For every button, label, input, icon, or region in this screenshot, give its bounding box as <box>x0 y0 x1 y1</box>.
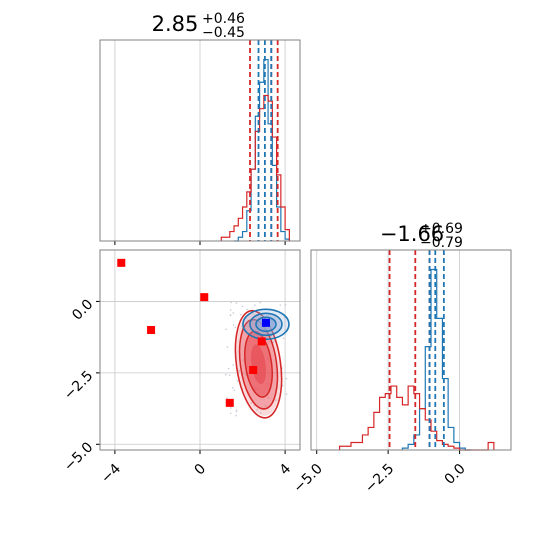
marginal-histogram-param-2: −5.0 −2.5 0.0 −1.66 +0.69 −0.79 <box>291 221 512 496</box>
sample-point <box>229 309 232 311</box>
marker-points <box>117 258 270 407</box>
blue-density-contour <box>249 312 283 337</box>
red-density-fill-level <box>251 344 266 385</box>
sample-point <box>235 302 238 304</box>
red-square-marker <box>249 366 258 374</box>
title-minus-error: −0.45 <box>202 25 245 41</box>
sample-point <box>281 384 284 387</box>
x-tick-label: 4 <box>277 461 295 479</box>
red-density-contour <box>234 309 283 419</box>
sample-point <box>229 314 232 316</box>
sample-point <box>285 377 288 380</box>
y-tick-label: −5.0 <box>61 439 96 474</box>
sample-point <box>250 402 253 405</box>
sample-point <box>279 304 282 306</box>
blue-density-contour <box>255 316 277 333</box>
red-square-marker <box>225 398 234 407</box>
x-tick-labels: −4 0 4 <box>98 461 294 487</box>
marginal-histogram-param-1: 2.85 +0.46 −0.45 <box>99 11 301 245</box>
axes-frame <box>310 249 512 451</box>
title-minus-error: −0.79 <box>420 235 463 251</box>
panel-title-param-2: −1.66 <box>380 222 444 246</box>
x-tick-labels: −5.0 −2.5 0.0 <box>291 461 469 496</box>
sample-point <box>226 346 229 348</box>
axes-frame <box>99 39 301 242</box>
sample-point <box>232 387 234 389</box>
sample-point <box>275 399 277 401</box>
density-contours <box>225 301 290 419</box>
red-square-marker <box>257 337 266 346</box>
sample-point <box>282 337 285 340</box>
axes-frame <box>99 249 301 451</box>
sample-point <box>238 369 241 372</box>
sample-point <box>229 412 232 415</box>
sample-point <box>233 389 236 391</box>
sample-point <box>253 304 256 306</box>
sample-point <box>225 328 227 331</box>
x-tick-label: −5.0 <box>291 461 326 496</box>
sample-point <box>246 308 248 311</box>
grid-lines <box>96 250 300 454</box>
sample-point <box>260 412 262 414</box>
sample-point <box>241 305 244 308</box>
sample-point <box>235 409 238 411</box>
quantile-lines <box>388 250 445 450</box>
x-tick-label: −4 <box>98 461 124 487</box>
red-square-marker <box>200 293 209 302</box>
title-median: −1.66 <box>380 222 444 246</box>
sample-point <box>236 380 239 382</box>
sample-point <box>234 326 237 329</box>
histogram-step-red <box>220 94 290 241</box>
blue-density-contour <box>242 308 290 341</box>
sample-point <box>235 414 237 417</box>
panel-title-param-1: 2.85 <box>152 12 199 36</box>
sample-point <box>225 373 227 376</box>
sample-point <box>239 313 242 316</box>
y-tick-labels: −5.0 −2.5 0.0 <box>61 296 96 474</box>
red-square-marker <box>147 326 156 334</box>
grid-lines <box>316 250 461 454</box>
title-median: 2.85 <box>152 12 199 36</box>
grid-lines <box>114 40 286 245</box>
blue-square-marker <box>261 318 270 327</box>
sample-point <box>273 340 275 342</box>
red-square-marker <box>117 258 126 267</box>
y-tick-label: 0.0 <box>69 296 96 323</box>
sample-point <box>230 301 233 304</box>
sample-point <box>285 393 288 395</box>
x-tick-label: 0 <box>192 461 210 479</box>
sample-point <box>264 405 267 407</box>
histogram-step-blue <box>401 268 471 451</box>
title-plus-error: +0.69 <box>420 221 463 237</box>
sample-point <box>268 340 270 343</box>
sample-point <box>267 396 270 399</box>
sample-point <box>242 359 245 361</box>
sample-point <box>232 312 235 314</box>
joint-density-panel: −4 0 4 −5.0 −2.5 0.0 <box>61 249 301 487</box>
sample-point <box>256 408 258 411</box>
sample-point <box>226 397 228 399</box>
histogram-series <box>220 58 290 242</box>
sample-point <box>235 410 238 413</box>
y-tick-label: −2.5 <box>61 368 96 403</box>
sample-point <box>230 407 232 409</box>
histogram-step-blue <box>234 58 290 242</box>
quantile-lines <box>249 40 279 241</box>
sample-point <box>232 364 235 366</box>
sample-point <box>227 367 230 370</box>
histogram-step-red <box>338 385 495 451</box>
x-tick-label: −2.5 <box>362 461 397 496</box>
sample-point <box>232 324 235 326</box>
sample-point <box>228 374 231 376</box>
sample-point <box>259 301 262 304</box>
x-tick-label: 0.0 <box>442 461 469 488</box>
sample-point <box>284 304 287 306</box>
title-plus-error: +0.46 <box>202 11 245 27</box>
histogram-series <box>338 268 495 451</box>
